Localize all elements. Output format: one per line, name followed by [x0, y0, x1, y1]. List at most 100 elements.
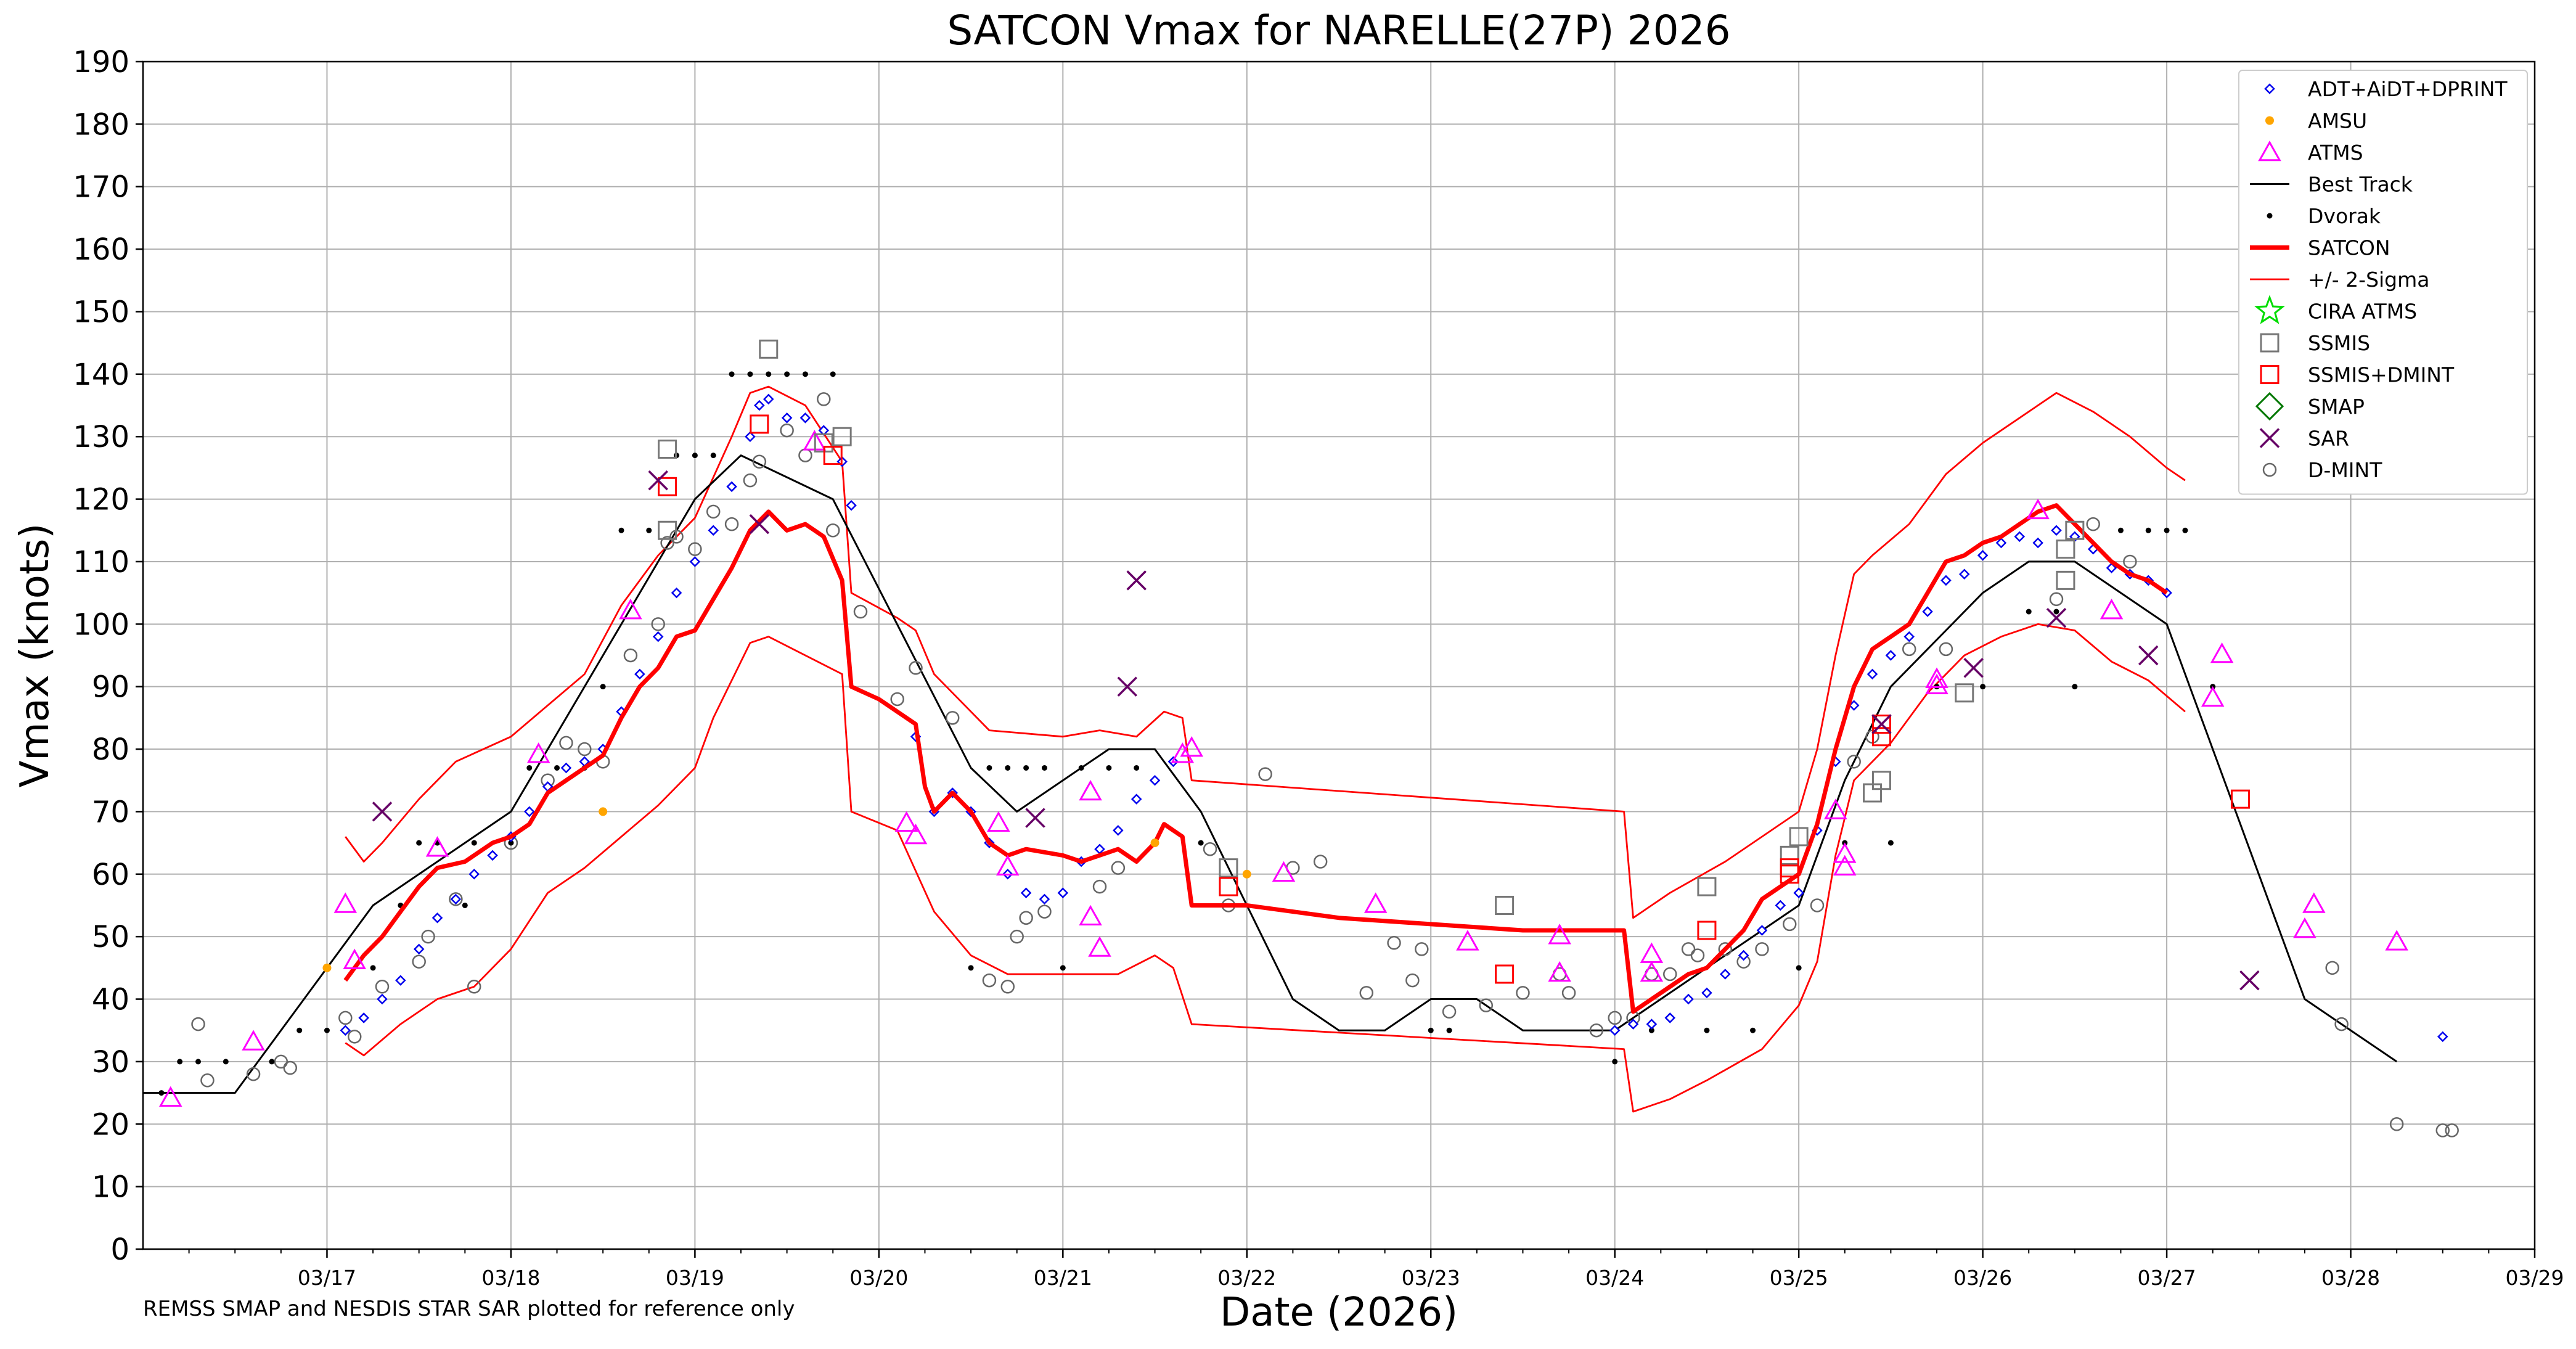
dmint-point	[274, 1054, 288, 1069]
dvorak-point	[646, 527, 652, 533]
adt-point	[1756, 925, 1768, 936]
sar-point	[749, 514, 770, 535]
dvorak-point	[177, 1059, 183, 1065]
legend-item-cira: CIRA ATMS	[2254, 295, 2417, 324]
dmint-point	[347, 1030, 362, 1044]
sigma-upper-line	[345, 385, 2186, 919]
dmint-point	[2435, 1123, 2450, 1138]
dmint-point	[2325, 961, 2339, 975]
y-tick-label: 150	[73, 295, 129, 329]
dmint-point	[578, 742, 592, 757]
dmint-point	[1313, 855, 1328, 869]
y-tick-label: 160	[73, 232, 129, 267]
dmint-point	[412, 954, 426, 969]
atms-point	[904, 823, 928, 845]
dmint-point	[752, 454, 767, 469]
adt-point	[487, 850, 498, 861]
atms-point	[2385, 930, 2408, 951]
legend-label-amsu: AMSU	[2308, 109, 2367, 133]
y-tick-label: 70	[92, 795, 129, 829]
legend-label-smap: SMAP	[2308, 395, 2365, 419]
ssmis-point	[2056, 570, 2075, 590]
y-tick-label: 180	[73, 107, 129, 142]
dmint-point	[1387, 936, 1401, 950]
dmint-point	[375, 980, 390, 994]
adt-point	[671, 587, 682, 599]
dvorak-point	[158, 1090, 165, 1096]
dvorak-point	[223, 1059, 229, 1065]
dvorak-point	[1041, 765, 1047, 771]
dmint-point	[706, 504, 721, 519]
adt-point	[1113, 825, 1124, 836]
x-tick-label: 03/23	[1402, 1266, 1460, 1290]
legend-marker-amsu	[2265, 116, 2274, 125]
ssmis-point	[1955, 683, 1974, 703]
adt-point	[1775, 900, 1786, 911]
dvorak-point	[729, 371, 735, 377]
dmint-point	[1589, 1023, 1604, 1038]
dmint-point	[1755, 942, 1769, 956]
atms-point	[1925, 667, 1948, 688]
sar-point	[2138, 645, 2159, 666]
adt-point	[377, 993, 388, 1005]
plot-area	[143, 339, 2459, 1138]
legend-item-sigma: +/- 2-Sigma	[2250, 268, 2430, 292]
adt-point	[1627, 1019, 1639, 1030]
atms-point	[996, 855, 1020, 875]
x-tick-label: 03/21	[1034, 1266, 1092, 1290]
legend-label-sigma: +/- 2-Sigma	[2308, 268, 2430, 292]
adt-point	[1646, 1019, 1658, 1030]
dvorak-point	[1980, 684, 1986, 690]
dvorak-point	[508, 840, 514, 846]
atms-point	[1272, 861, 1296, 882]
legend-label-adt: ADT+AiDT+DPRINT	[2308, 77, 2508, 101]
dmint-point	[2445, 1123, 2459, 1138]
dmint-point	[2049, 592, 2064, 607]
dmint-point	[1479, 998, 1494, 1012]
ssmis-point	[1219, 858, 1238, 878]
atms-point	[159, 1086, 182, 1107]
atms-point	[1833, 855, 1857, 875]
adt-point	[1885, 650, 1897, 661]
adt-point	[560, 762, 572, 774]
adt-point	[1609, 1025, 1621, 1036]
chart-title: SATCON Vmax for NARELLE(27P) 2026	[947, 7, 1730, 54]
adt-point	[358, 1012, 369, 1023]
adt-point	[1131, 793, 1142, 805]
dmint-point	[2389, 1117, 2404, 1131]
y-tick-label: 20	[92, 1107, 129, 1142]
atms-point	[2201, 686, 2225, 707]
dmint-point	[2086, 517, 2100, 531]
sar-point	[1025, 808, 1045, 828]
dvorak-point	[1198, 840, 1204, 846]
atms-point	[1824, 798, 1847, 819]
dmint-point	[1939, 642, 1953, 657]
dmint-point	[2123, 554, 2137, 569]
ssmis-point	[658, 439, 677, 459]
adt-point	[708, 525, 719, 536]
sar-point	[648, 470, 668, 491]
adt-point	[763, 393, 774, 405]
legend-item-amsu: AMSU	[2265, 109, 2367, 133]
dvorak-point	[1078, 765, 1084, 771]
y-tick-label: 120	[73, 483, 129, 517]
dmint-point	[825, 523, 840, 538]
dmint-point	[1415, 942, 1429, 956]
sar-point	[2239, 970, 2260, 991]
ssmis-point	[832, 427, 852, 446]
y-tick-label: 40	[92, 983, 129, 1017]
atms-point	[526, 742, 550, 763]
dmint-point	[449, 892, 463, 906]
dvorak-point	[2117, 527, 2124, 533]
legend-label-best-track: Best Track	[2308, 173, 2413, 197]
sar-point	[1871, 714, 1892, 734]
sar-point	[1126, 570, 1147, 591]
dvorak-point	[968, 965, 974, 971]
dmint-point	[1258, 767, 1272, 781]
legend-item-ssmis-dmint: SSMIS+DMINT	[2260, 363, 2455, 387]
y-tick-label: 0	[110, 1232, 129, 1267]
dmint-point	[1405, 973, 1420, 988]
dvorak-point	[2053, 609, 2059, 615]
dvorak-point	[710, 453, 716, 459]
adt-point	[340, 1025, 351, 1036]
